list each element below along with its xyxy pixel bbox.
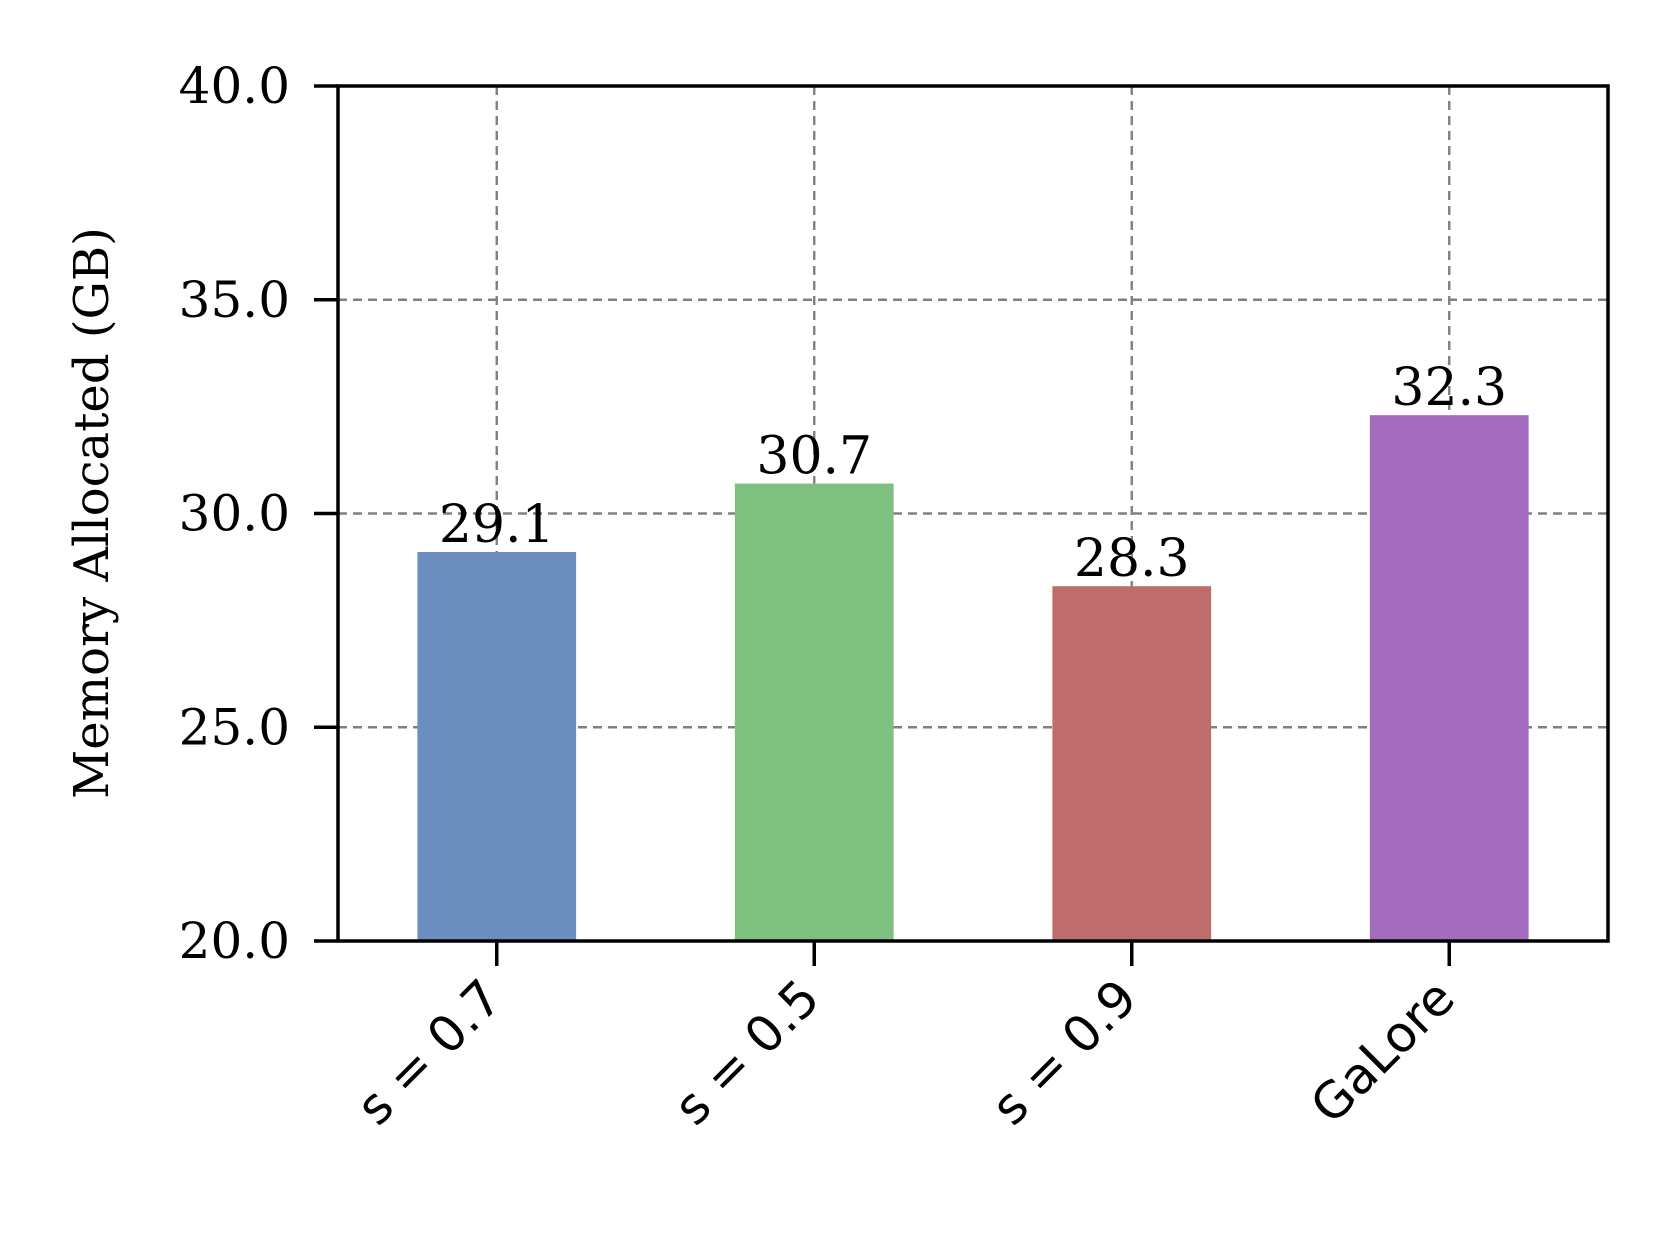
bar xyxy=(417,551,577,941)
bar xyxy=(734,483,894,941)
y-tick-label: 35.0 xyxy=(179,271,290,329)
x-tick-label: s = 0.9 xyxy=(980,968,1148,1136)
y-axis: 20.0 25.0 30.0 35.0 40.0 xyxy=(179,57,338,970)
data-labels: 29.1 30.7 28.3 32.3 xyxy=(439,358,1507,589)
y-tick-label: 30.0 xyxy=(179,485,290,543)
y-tick-label: 40.0 xyxy=(179,57,290,115)
y-axis-title: Memory Allocated (GB) xyxy=(64,227,120,799)
x-axis: s = 0.7 s = 0.5 s = 0.9 GaLore xyxy=(345,941,1466,1136)
bar xyxy=(1052,586,1212,941)
bar-value-label: 28.3 xyxy=(1074,529,1190,589)
x-tick-label: s = 0.7 xyxy=(345,968,513,1136)
bar-value-label: 29.1 xyxy=(439,495,555,555)
y-tick-label: 25.0 xyxy=(179,698,290,756)
bar-value-label: 30.7 xyxy=(756,427,872,487)
y-tick-label: 20.0 xyxy=(179,912,290,970)
bar-value-label: 32.3 xyxy=(1391,358,1507,418)
bars xyxy=(417,415,1529,941)
x-tick-label: GaLore xyxy=(1299,968,1465,1134)
x-tick-label: s = 0.5 xyxy=(663,968,831,1136)
bar xyxy=(1369,415,1529,941)
